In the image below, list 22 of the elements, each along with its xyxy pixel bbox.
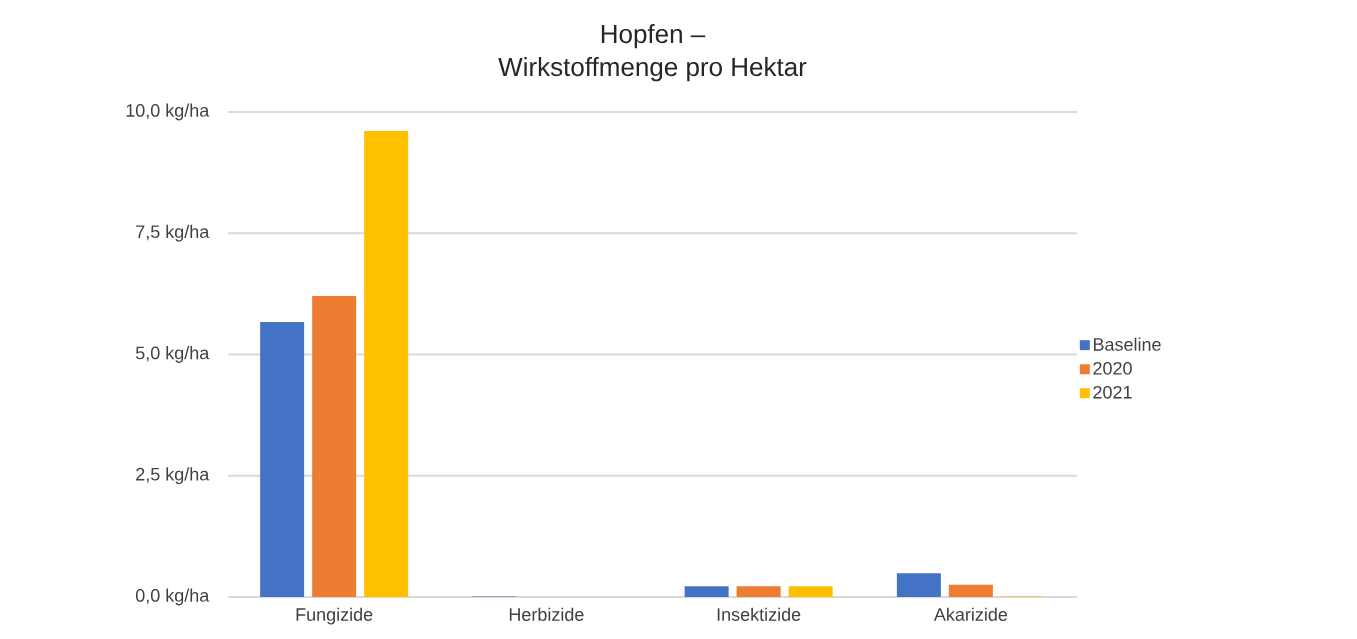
x-tick-label: Insektizide [717,607,801,621]
y-tick-label: 5,0 kg/ha [135,346,210,363]
y-tick-label: 10,0 kg/ha [126,103,210,121]
y-tick-label: 0,0 kg/ha [135,588,210,606]
y-tick-label: 2,5 kg/ha [136,467,210,485]
legend-label: Baseline [1093,337,1161,351]
bar [312,295,357,597]
legend-label: 2020 [1093,361,1132,375]
chart-title: Hopfen – [601,24,706,49]
bar [684,586,729,597]
bar [364,130,409,597]
bar [260,321,305,597]
bar [788,586,833,597]
bar [896,573,941,597]
y-tick-label: 7,5 kg/ha [136,224,210,242]
bar [948,584,993,597]
chart-subtitle: Wirkstoffmenge pro Hektar [498,57,807,82]
x-tick-label: Akarizide [933,607,1008,621]
x-tick-label: Herbizide [509,607,584,621]
x-tick-label: Fungizide [296,607,373,625]
bar [736,586,781,597]
legend-label: 2021 [1093,385,1132,399]
